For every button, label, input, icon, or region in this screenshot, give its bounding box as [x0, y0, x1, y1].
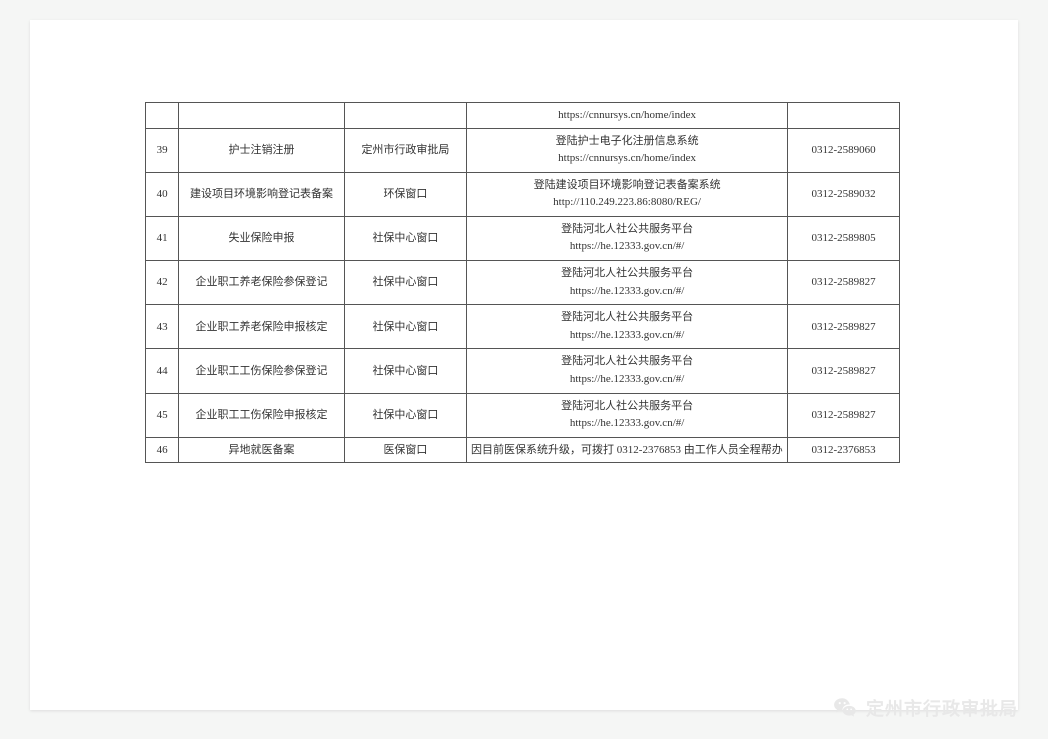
cell-dept — [344, 103, 466, 129]
desc-line1: 登陆河北人社公共服务平台 — [561, 400, 693, 412]
watermark-text: 定州市行政审批局 — [866, 695, 1018, 721]
cell-dept: 社保中心窗口 — [344, 349, 466, 393]
cell-name: 企业职工养老保险申报核定 — [179, 305, 345, 349]
cell-phone: 0312-2589060 — [788, 128, 900, 172]
cell-num: 44 — [146, 349, 179, 393]
table-row: 40 建设项目环境影响登记表备案 环保窗口 登陆建设项目环境影响登记表备案系统 … — [146, 172, 900, 216]
wechat-icon — [833, 695, 859, 721]
cell-desc: 因目前医保系统升级，可拨打 0312-2376853 由工作人员全程帮办 — [467, 437, 788, 463]
cell-num — [146, 103, 179, 129]
cell-name: 异地就医备案 — [179, 437, 345, 463]
table-row: 46 异地就医备案 医保窗口 因目前医保系统升级，可拨打 0312-237685… — [146, 437, 900, 463]
table-row: 45 企业职工工伤保险申报核定 社保中心窗口 登陆河北人社公共服务平台 http… — [146, 393, 900, 437]
desc-line1: 登陆河北人社公共服务平台 — [561, 311, 693, 323]
desc-line1: 登陆护士电子化注册信息系统 — [556, 135, 699, 147]
cell-name — [179, 103, 345, 129]
cell-phone: 0312-2589827 — [788, 305, 900, 349]
cell-dept: 社保中心窗口 — [344, 216, 466, 260]
desc-line2: http://110.249.223.86:8080/REG/ — [553, 196, 701, 208]
cell-desc: 登陆河北人社公共服务平台 https://he.12333.gov.cn/#/ — [467, 216, 788, 260]
cell-phone: 0312-2589827 — [788, 393, 900, 437]
desc-line2: https://he.12333.gov.cn/#/ — [570, 417, 684, 429]
cell-num: 46 — [146, 437, 179, 463]
desc-line1: 登陆建设项目环境影响登记表备案系统 — [534, 179, 721, 191]
cell-phone: 0312-2589805 — [788, 216, 900, 260]
cell-name: 失业保险申报 — [179, 216, 345, 260]
table-row: 44 企业职工工伤保险参保登记 社保中心窗口 登陆河北人社公共服务平台 http… — [146, 349, 900, 393]
cell-phone: 0312-2589032 — [788, 172, 900, 216]
desc-line2: https://he.12333.gov.cn/#/ — [570, 373, 684, 385]
desc-line2: https://he.12333.gov.cn/#/ — [570, 329, 684, 341]
cell-dept: 环保窗口 — [344, 172, 466, 216]
table-row: 42 企业职工养老保险参保登记 社保中心窗口 登陆河北人社公共服务平台 http… — [146, 261, 900, 305]
desc-line1: 登陆河北人社公共服务平台 — [561, 223, 693, 235]
table-row: 41 失业保险申报 社保中心窗口 登陆河北人社公共服务平台 https://he… — [146, 216, 900, 260]
cell-num: 39 — [146, 128, 179, 172]
cell-phone: 0312-2376853 — [788, 437, 900, 463]
cell-phone: 0312-2589827 — [788, 349, 900, 393]
cell-desc: 登陆河北人社公共服务平台 https://he.12333.gov.cn/#/ — [467, 261, 788, 305]
cell-dept: 医保窗口 — [344, 437, 466, 463]
cell-dept: 社保中心窗口 — [344, 305, 466, 349]
cell-name: 建设项目环境影响登记表备案 — [179, 172, 345, 216]
cell-phone: 0312-2589827 — [788, 261, 900, 305]
cell-name: 护士注销注册 — [179, 128, 345, 172]
watermark: 定州市行政审批局 — [833, 695, 1018, 721]
data-table-container: https://cnnursys.cn/home/index 39 护士注销注册… — [145, 102, 900, 463]
cell-desc: 登陆河北人社公共服务平台 https://he.12333.gov.cn/#/ — [467, 393, 788, 437]
cell-desc: 登陆河北人社公共服务平台 https://he.12333.gov.cn/#/ — [467, 349, 788, 393]
cell-num: 40 — [146, 172, 179, 216]
cell-dept: 社保中心窗口 — [344, 393, 466, 437]
table-row: 43 企业职工养老保险申报核定 社保中心窗口 登陆河北人社公共服务平台 http… — [146, 305, 900, 349]
desc-line2: https://he.12333.gov.cn/#/ — [570, 240, 684, 252]
cell-desc: 登陆护士电子化注册信息系统 https://cnnursys.cn/home/i… — [467, 128, 788, 172]
desc-line1: 登陆河北人社公共服务平台 — [561, 355, 693, 367]
table-row: 39 护士注销注册 定州市行政审批局 登陆护士电子化注册信息系统 https:/… — [146, 128, 900, 172]
desc-line1: 登陆河北人社公共服务平台 — [561, 267, 693, 279]
document-page: https://cnnursys.cn/home/index 39 护士注销注册… — [30, 20, 1018, 710]
cell-num: 42 — [146, 261, 179, 305]
cell-phone — [788, 103, 900, 129]
cell-name: 企业职工养老保险参保登记 — [179, 261, 345, 305]
data-table: https://cnnursys.cn/home/index 39 护士注销注册… — [145, 102, 900, 463]
cell-name: 企业职工工伤保险参保登记 — [179, 349, 345, 393]
desc-line2: https://he.12333.gov.cn/#/ — [570, 285, 684, 297]
cell-dept: 社保中心窗口 — [344, 261, 466, 305]
cell-name: 企业职工工伤保险申报核定 — [179, 393, 345, 437]
desc-line2: https://cnnursys.cn/home/index — [558, 152, 696, 164]
cell-desc: https://cnnursys.cn/home/index — [467, 103, 788, 129]
cell-num: 41 — [146, 216, 179, 260]
cell-desc: 登陆河北人社公共服务平台 https://he.12333.gov.cn/#/ — [467, 305, 788, 349]
cell-num: 43 — [146, 305, 179, 349]
cell-desc: 登陆建设项目环境影响登记表备案系统 http://110.249.223.86:… — [467, 172, 788, 216]
cell-dept: 定州市行政审批局 — [344, 128, 466, 172]
table-row: https://cnnursys.cn/home/index — [146, 103, 900, 129]
cell-num: 45 — [146, 393, 179, 437]
